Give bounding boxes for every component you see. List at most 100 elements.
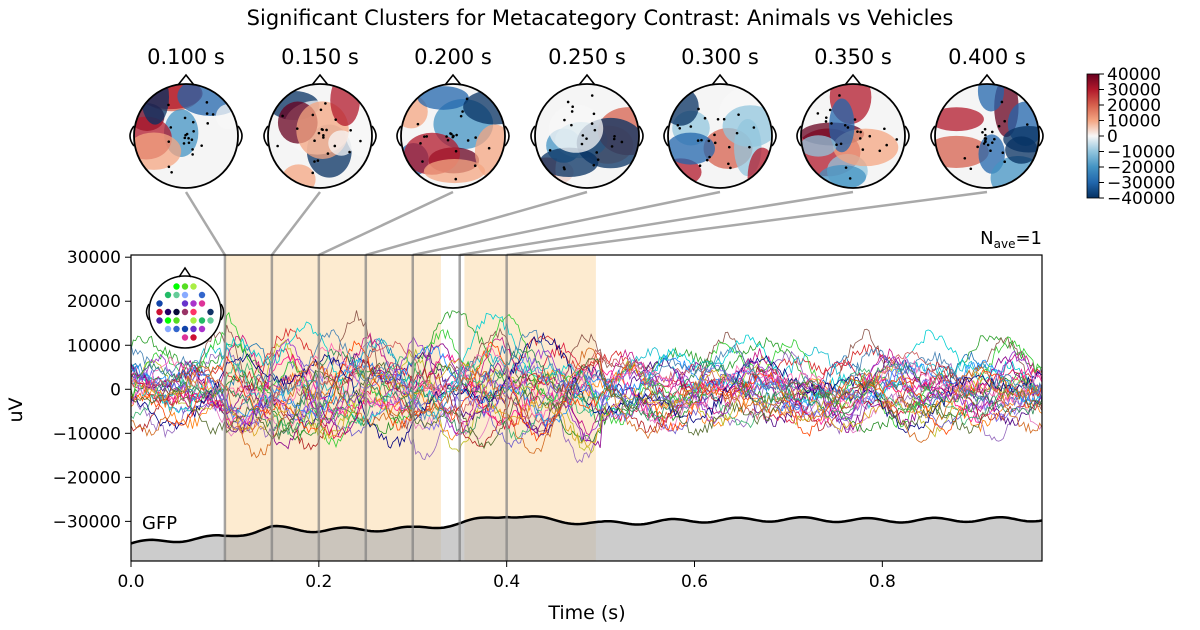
inset-sensor xyxy=(190,317,197,324)
topomap-2: 0.150 s xyxy=(263,45,377,189)
topomap-head-outline xyxy=(267,83,373,189)
topomap-field xyxy=(268,84,372,188)
topomap-nose xyxy=(444,73,462,86)
topomap-ear-left xyxy=(530,125,536,147)
topomap-time-label: 0.200 s xyxy=(414,45,492,69)
topomap-nose xyxy=(844,73,862,86)
topomap-field xyxy=(801,84,905,188)
topomap-head-outline xyxy=(667,83,773,189)
colorbar-tick-label: 20000 xyxy=(1107,96,1161,116)
inset-sensor xyxy=(181,283,189,290)
channel-trace-17 xyxy=(131,311,1042,449)
colorbar: 400003000020000100000−10000−20000−30000−… xyxy=(1086,65,1175,209)
inset-sensor xyxy=(164,325,172,333)
colorbar-tick-label: 10000 xyxy=(1107,112,1161,132)
topomap-ear-left xyxy=(263,125,269,147)
topomap-time-label: 0.250 s xyxy=(548,45,626,69)
topomap-head-outline xyxy=(934,83,1040,189)
chart-title: Significant Clusters for Metacategory Co… xyxy=(247,6,954,30)
inset-ear-right xyxy=(220,303,225,321)
channel-trace-30 xyxy=(131,329,1042,421)
colorbar-tick-label: 30000 xyxy=(1107,81,1161,101)
topomap-6: 0.350 s xyxy=(796,45,910,189)
nave-n: N xyxy=(980,228,993,249)
channel-trace-32 xyxy=(131,358,1042,450)
gfp-area xyxy=(131,516,1042,561)
channel-trace-9 xyxy=(131,339,1042,454)
topomap-field xyxy=(401,84,505,188)
channel-trace-29 xyxy=(131,342,1042,420)
inset-sensor xyxy=(198,325,206,333)
inset-sensor xyxy=(190,308,197,316)
channel-trace-23 xyxy=(131,356,1042,441)
inset-sensor xyxy=(164,308,172,316)
channel-trace-10 xyxy=(131,332,1042,436)
topomap-field xyxy=(935,84,1039,188)
inset-sensor xyxy=(190,283,197,290)
inset-sensor xyxy=(181,325,189,333)
channel-trace-28 xyxy=(131,348,1042,437)
colorbar-tick-label: −10000 xyxy=(1107,143,1175,163)
connector-line-6 xyxy=(459,190,854,257)
topomap-ear-right xyxy=(638,125,644,147)
inset-sensor xyxy=(181,291,189,299)
inset-sensor xyxy=(156,317,163,324)
x-axis-label: Time (s) xyxy=(547,602,625,624)
y-tick-label: −30000 xyxy=(53,512,121,532)
inset-sensor xyxy=(198,317,206,324)
time-series-plot: 0.0 0.2 0.4 0.6 0.8 30000 20000 10000 0 −10000 −2… xyxy=(5,228,1043,624)
channel-trace-14 xyxy=(131,358,1042,449)
topomap-5: 0.300 s xyxy=(663,45,777,189)
channel-trace-31 xyxy=(131,347,1042,459)
nave-subscript: ave xyxy=(994,237,1016,251)
inset-sensor xyxy=(190,334,197,341)
inset-sensor xyxy=(190,325,197,333)
channel-trace-16 xyxy=(131,354,1042,426)
colorbar-gradient xyxy=(1086,73,1100,199)
topomap-ear-right xyxy=(237,125,243,147)
colorbar-tick-label: 40000 xyxy=(1107,65,1161,85)
colorbar-tick-label: −20000 xyxy=(1107,158,1175,178)
y-axis-label: uV xyxy=(5,397,27,422)
nave-label: Nave=1 xyxy=(980,228,1042,251)
y-tick-label: −10000 xyxy=(53,424,121,444)
inset-sensor xyxy=(164,291,172,299)
topomap-nose xyxy=(311,73,329,86)
y-tick-label: 0 xyxy=(110,380,121,400)
y-tick-label: 30000 xyxy=(67,248,121,268)
x-tick-label: 0.6 xyxy=(681,572,708,592)
topomap-head-outline xyxy=(400,83,506,189)
x-tick-label: 0.2 xyxy=(305,572,332,592)
topomap-time-label: 0.350 s xyxy=(814,45,892,69)
topomap-ear-right xyxy=(771,125,777,147)
topomap-head-outline xyxy=(133,83,239,189)
topomap-nose xyxy=(711,73,729,86)
inset-sensor xyxy=(156,300,163,307)
x-tick-label: 0.8 xyxy=(869,572,896,592)
inset-sensor xyxy=(181,300,189,307)
topomap-ear-right xyxy=(371,125,377,147)
topomap-field xyxy=(668,84,772,188)
connector-line-5 xyxy=(412,190,721,257)
inset-sensor xyxy=(173,325,180,333)
channel-trace-12 xyxy=(131,363,1042,445)
inset-sensor xyxy=(190,300,197,307)
connector-line-2 xyxy=(270,191,321,256)
topomap-time-label: 0.300 s xyxy=(681,45,759,69)
inset-sensor xyxy=(164,317,172,324)
topomap-nose xyxy=(177,73,195,86)
connector-line-7 xyxy=(506,190,988,257)
topomap-7: 0.400 s xyxy=(930,45,1044,189)
gfp-label: GFP xyxy=(142,513,177,534)
topomap-nose xyxy=(578,73,596,86)
colorbar-tick-label: −40000 xyxy=(1107,189,1175,209)
connector-lines xyxy=(184,190,988,257)
inset-sensor xyxy=(207,317,214,324)
channel-trace-27 xyxy=(131,336,1042,443)
topomap-ear-left xyxy=(796,125,802,147)
topomap-time-label: 0.400 s xyxy=(948,45,1026,69)
topomap-ear-left xyxy=(663,125,669,147)
x-tick-label: 0.4 xyxy=(493,572,520,592)
y-tick-label: 10000 xyxy=(67,336,121,356)
